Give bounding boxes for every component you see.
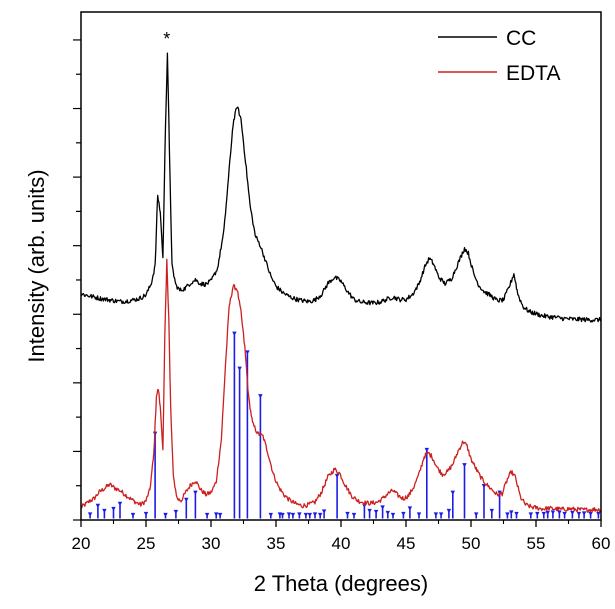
reference-stick-marker: [95, 503, 101, 509]
reference-stick-marker: [280, 512, 285, 518]
reference-stick-marker: [446, 508, 452, 514]
reference-stick-marker: [581, 511, 587, 516]
reference-stick-marker: [474, 512, 479, 517]
reference-stick-marker: [184, 497, 189, 503]
reference-stick-marker: [268, 512, 273, 518]
reference-stick-marker: [237, 366, 242, 372]
x-tick-label: 55: [527, 534, 546, 553]
ticks-layer: 20 25 30 35 40 45 50 55 60: [72, 39, 611, 553]
reference-stick-marker: [334, 473, 340, 479]
reference-stick-marker: [576, 511, 582, 517]
reference-stick-marker: [130, 512, 136, 518]
series-line-edta: [80, 258, 602, 513]
x-axis-title: 2 Theta (degrees): [254, 571, 428, 596]
reference-stick-marker: [232, 331, 237, 337]
x-tick-label: 25: [137, 534, 156, 553]
reference-stick-marker: [258, 394, 263, 399]
reference-stick-marker: [562, 511, 567, 517]
reference-stick-marker: [307, 512, 312, 518]
reference-stick-marker: [318, 512, 323, 518]
reference-stick-marker: [505, 512, 510, 517]
reference-stick-marker: [509, 510, 514, 515]
reference-stick-marker: [407, 506, 413, 511]
reference-stick-marker: [321, 509, 327, 514]
reference-stick-marker: [545, 510, 550, 516]
x-tick-label: 40: [332, 534, 351, 553]
reference-stick-marker: [204, 512, 210, 518]
reference-stick-marker: [367, 508, 372, 514]
reference-stick-marker: [535, 511, 540, 517]
reference-stick-marker: [390, 512, 396, 518]
reference-stick-marker: [489, 508, 494, 514]
plot-frame: [80, 11, 602, 521]
reference-stick-marker: [438, 512, 444, 517]
x-tick-label: 35: [267, 534, 286, 553]
reference-pattern: [87, 331, 601, 519]
reference-stick-marker: [173, 509, 179, 515]
reference-stick-marker: [303, 512, 309, 518]
reference-stick-marker: [87, 512, 93, 517]
x-tick-label: 45: [397, 534, 416, 553]
reference-stick-marker: [596, 511, 601, 517]
reference-stick-marker: [550, 510, 556, 515]
reference-stick-marker: [102, 508, 107, 514]
reference-stick-marker: [528, 512, 533, 517]
x-tick-label: 20: [72, 534, 91, 553]
reference-stick-marker: [111, 506, 116, 512]
reference-stick-marker: [416, 512, 422, 517]
reference-stick-marker: [163, 512, 168, 518]
reference-stick-marker: [351, 512, 357, 518]
reference-stick-marker: [312, 512, 318, 517]
peak-annotation: *: [163, 29, 170, 49]
x-tick-label: 50: [462, 534, 481, 553]
reference-stick-marker: [290, 512, 296, 518]
legend: CC EDTA: [438, 27, 560, 85]
reference-stick-marker: [117, 501, 123, 507]
reference-stick-marker: [433, 512, 439, 517]
reference-stick-marker: [193, 490, 198, 496]
reference-stick-marker: [424, 447, 429, 453]
reference-stick-marker: [245, 350, 250, 355]
x-tick-label: 30: [202, 534, 221, 553]
reference-stick-marker: [143, 511, 149, 517]
x-tick-label: 60: [592, 534, 611, 553]
reference-stick-marker: [401, 511, 406, 517]
reference-stick-marker: [345, 511, 350, 517]
series-layer: [80, 52, 602, 519]
reference-stick-marker: [385, 510, 390, 516]
reference-stick-marker: [373, 509, 379, 515]
reference-stick-marker: [462, 463, 467, 468]
reference-stick-marker: [450, 490, 455, 496]
reference-stick-marker: [217, 512, 223, 518]
legend-label-edta: EDTA: [506, 62, 560, 85]
reference-stick-marker: [286, 512, 292, 517]
reference-stick-marker: [541, 511, 546, 517]
reference-stick-marker: [214, 512, 219, 517]
reference-stick-marker: [380, 505, 385, 510]
reference-stick-marker: [570, 510, 575, 516]
reference-stick-marker: [297, 512, 302, 517]
reference-stick-marker: [588, 511, 593, 517]
y-axis-title: Intensity (arb. units): [24, 169, 49, 362]
legend-label-cc: CC: [506, 27, 536, 50]
series-line-cc: [80, 52, 602, 323]
reference-stick-marker: [514, 511, 519, 517]
reference-stick-marker: [557, 510, 562, 515]
